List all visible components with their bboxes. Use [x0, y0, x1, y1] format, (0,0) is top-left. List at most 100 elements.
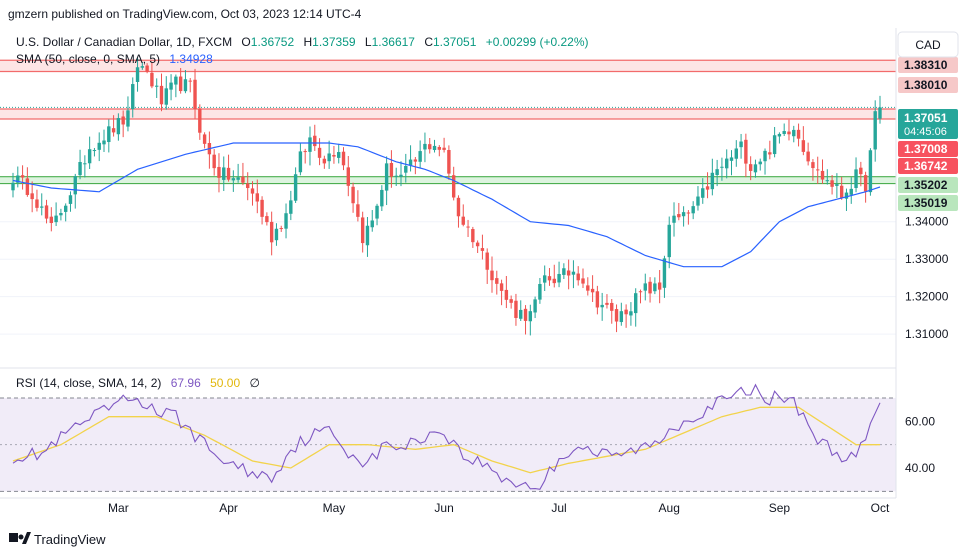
candle-body [332, 155, 336, 157]
candle-body [672, 215, 676, 223]
candle-body [97, 142, 101, 150]
candle-body [178, 76, 183, 92]
candle-body [471, 229, 475, 243]
candle-body [566, 270, 571, 276]
candle-body [844, 192, 849, 199]
candle-body [495, 278, 499, 284]
time-axis-label: Mar [108, 501, 129, 515]
publisher-line: gmzern published on TradingView.com, Oct… [8, 7, 362, 21]
candle-body [849, 188, 853, 195]
candle-body [777, 133, 782, 137]
candle-body [466, 226, 470, 228]
legend-symbol: U.S. Dollar / Canadian Dollar, 1D, FXCM [16, 35, 232, 49]
candle-body [121, 116, 125, 125]
candle-body [629, 311, 633, 316]
currency-button-label: CAD [915, 38, 941, 52]
time-axis-label: Apr [219, 501, 238, 515]
candle-body [691, 206, 695, 214]
candle-body [413, 159, 418, 162]
candle-body [246, 183, 250, 189]
candle-body [360, 217, 365, 244]
legend-change: +0.00299 (+0.22%) [486, 35, 589, 49]
candle-body [863, 175, 868, 192]
candle-body [25, 178, 30, 195]
candle-body [595, 291, 600, 308]
candle-body [202, 134, 207, 144]
candle-body [54, 215, 58, 223]
candle-body [605, 302, 609, 305]
candle-body [485, 252, 489, 270]
candle-body [519, 309, 523, 319]
candle-body [571, 271, 576, 275]
candle-body [538, 284, 542, 300]
candle-body [686, 212, 691, 214]
price-label-text: 1.36742 [904, 159, 948, 173]
candle-body [351, 186, 355, 204]
candle-body [303, 151, 307, 153]
candle-body [274, 228, 279, 241]
candle-body [44, 205, 49, 219]
candle-body [102, 140, 106, 145]
candle-body [542, 275, 547, 283]
legend-open-label: O [241, 35, 250, 49]
candle-body [308, 137, 312, 152]
candle-body [92, 150, 97, 152]
time-axis[interactable]: Mar Apr May Jun Jul Aug Sep Oct [108, 501, 890, 515]
legend-sma-line: SMA (50, close, 0, SMA, 5) 1.34928 [16, 52, 213, 66]
candle-body [681, 212, 686, 217]
candle-body [212, 154, 216, 169]
candle-body [30, 193, 34, 200]
candle-body [399, 174, 403, 177]
price-pane[interactable] [0, 57, 896, 336]
price-label-box [898, 177, 958, 193]
legend-high-label: H [304, 35, 313, 49]
candle-body [456, 197, 461, 217]
candle-body [40, 206, 44, 208]
legend-close: 1.37051 [433, 35, 477, 49]
candle-body [447, 150, 451, 174]
candle-body [140, 66, 145, 68]
candle-body [720, 166, 724, 168]
legend-close-label: C [424, 35, 433, 49]
legend-rsi-value: 67.96 [171, 376, 201, 390]
rsi-axis[interactable]: 40.00 60.00 [905, 414, 935, 475]
time-axis-label: Aug [659, 501, 680, 515]
candle-body [796, 129, 801, 139]
candle-body [461, 216, 465, 225]
price-label-stack: 1.38310 1.38010 1.37008 1.36742 1.35202 1.350… [898, 57, 958, 211]
candle-body [859, 167, 863, 175]
candle-body [619, 311, 624, 323]
candle-body [873, 111, 877, 150]
candle-body [547, 276, 552, 281]
candle-body [499, 283, 504, 291]
candle-body [557, 273, 561, 283]
price-axis[interactable]: 1.31000 1.32000 1.33000 1.34000 [905, 215, 949, 341]
rsi-pane[interactable] [0, 383, 896, 492]
candle-body [614, 309, 619, 322]
tradingview-logo[interactable]: TradingView [9, 532, 106, 547]
price-label-box [898, 77, 958, 93]
price-label-box [898, 141, 958, 157]
price-tick-label: 1.32000 [905, 290, 949, 304]
candle-body [159, 85, 164, 105]
candle-body [418, 151, 422, 162]
candle-body [667, 224, 671, 258]
time-axis-label: Jun [434, 501, 453, 515]
support-zone [0, 176, 896, 184]
candle-body [528, 311, 533, 322]
candle-body [226, 167, 231, 180]
candle-body [63, 205, 68, 212]
legend-rsi-ma-value: 50.00 [210, 376, 240, 390]
candle-body [811, 162, 815, 169]
candle-body [830, 180, 834, 187]
currency-button[interactable]: CAD [897, 31, 959, 58]
candle-body [131, 84, 135, 110]
candle-body [370, 220, 374, 228]
candle-body [126, 110, 130, 127]
candle-body [375, 205, 379, 219]
legend-rsi-line: RSI (14, close, SMA, 14, 2) 67.96 50.00 … [16, 376, 260, 390]
candle-body [337, 152, 341, 158]
candle-body [35, 199, 39, 208]
candle-body [241, 176, 245, 183]
